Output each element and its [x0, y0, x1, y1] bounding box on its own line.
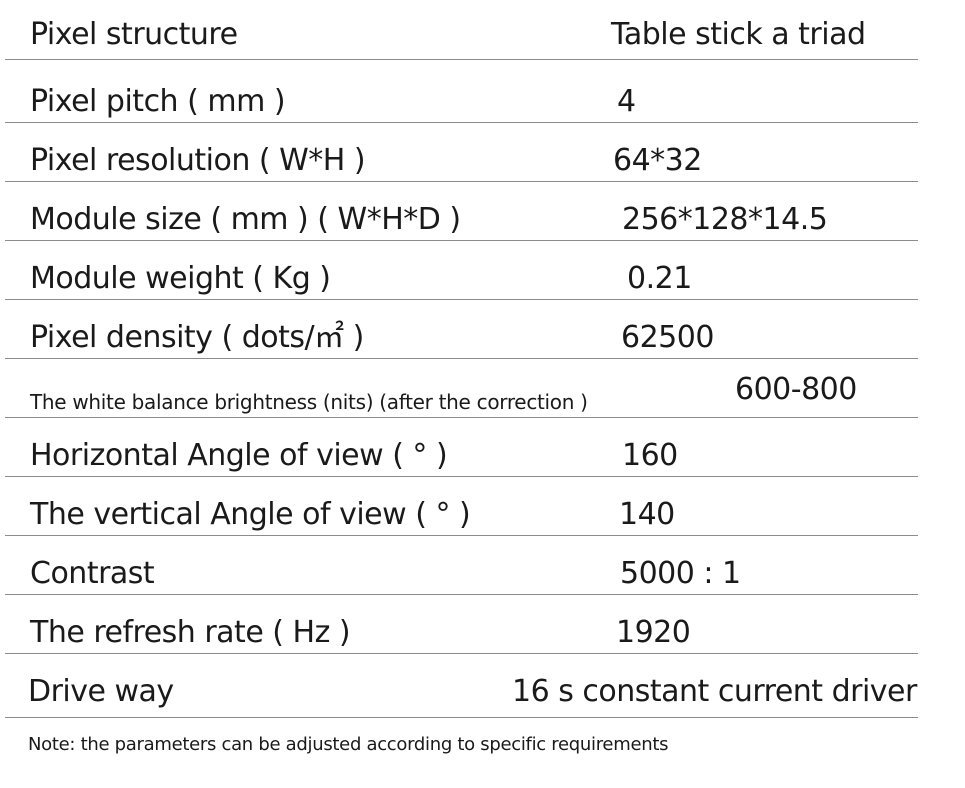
- row-divider: [5, 299, 918, 300]
- row-label: Horizontal Angle of view ( ° ): [30, 438, 448, 473]
- row-divider: [5, 240, 918, 241]
- row-value: 256*128*14.5: [622, 202, 828, 237]
- table-row: Contrast 5000 : 1: [0, 535, 965, 594]
- table-row: Pixel pitch ( mm ) 4: [0, 63, 965, 122]
- row-value: 5000 : 1: [620, 556, 741, 591]
- row-label: Module size ( mm ) ( W*H*D ): [30, 202, 461, 237]
- table-row: The vertical Angle of view ( ° ) 140: [0, 476, 965, 535]
- row-divider: [5, 535, 918, 536]
- row-divider: [5, 417, 918, 418]
- table-row: The refresh rate ( Hz ) 1920: [0, 594, 965, 653]
- table-row: Drive way 16 s constant current driver: [0, 653, 965, 712]
- row-value: 160: [622, 438, 678, 473]
- row-divider: [5, 181, 918, 182]
- row-label: Drive way: [28, 674, 174, 709]
- row-label: Pixel pitch ( mm ): [30, 84, 286, 119]
- table-row: Module size ( mm ) ( W*H*D ) 256*128*14.5: [0, 181, 965, 240]
- row-divider: [5, 59, 918, 60]
- table-row: Pixel density ( dots/㎡ ) 62500: [0, 299, 965, 358]
- row-divider: [5, 476, 918, 477]
- row-label: The white balance brightness (nits) (aft…: [30, 390, 588, 414]
- row-value: 62500: [621, 320, 714, 355]
- row-divider: [5, 653, 918, 654]
- row-divider: [5, 358, 918, 359]
- row-value: 4: [617, 84, 636, 119]
- row-label: Pixel resolution ( W*H ): [30, 143, 366, 178]
- row-value: 64*32: [613, 143, 702, 178]
- row-label: Contrast: [30, 556, 155, 591]
- note-text: Note: the parameters can be adjusted acc…: [28, 734, 669, 755]
- row-value: 140: [619, 497, 675, 532]
- row-value: 600-800: [735, 372, 857, 407]
- row-value: Table stick a triad: [611, 17, 866, 52]
- row-value: 16 s constant current driver: [512, 674, 917, 709]
- table-row: The white balance brightness (nits) (aft…: [0, 358, 965, 417]
- row-divider: [5, 122, 918, 123]
- row-label: The vertical Angle of view ( ° ): [30, 497, 471, 532]
- table-row: Pixel structure Table stick a triad: [0, 0, 965, 55]
- row-label: Pixel density ( dots/㎡ ): [30, 320, 364, 355]
- table-row: Pixel resolution ( W*H ) 64*32: [0, 122, 965, 181]
- row-label: Module weight ( Kg ): [30, 261, 331, 296]
- row-label: Pixel structure: [30, 17, 238, 52]
- row-label: The refresh rate ( Hz ): [30, 615, 351, 650]
- table-row: Module weight ( Kg ) 0.21: [0, 240, 965, 299]
- row-value: 0.21: [627, 261, 692, 296]
- row-divider: [5, 594, 918, 595]
- row-divider: [5, 717, 918, 718]
- row-value: 1920: [616, 615, 691, 650]
- table-row: Horizontal Angle of view ( ° ) 160: [0, 417, 965, 476]
